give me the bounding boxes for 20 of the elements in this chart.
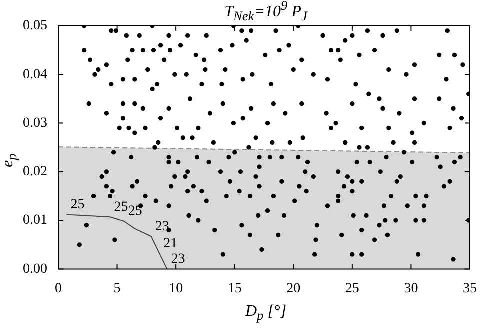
annotation: 21 <box>164 236 178 252</box>
y-tick-label: 0.03 <box>23 116 48 131</box>
x-tick-label: 30 <box>404 281 418 296</box>
x-tick-label: 10 <box>169 281 184 296</box>
y-tick-label: 0.04 <box>23 67 48 82</box>
y-tick-label: 0.01 <box>23 213 48 228</box>
y-tick-label: 0.00 <box>23 262 48 277</box>
x-tick-label: 15 <box>228 281 242 296</box>
x-tick-label: 0 <box>55 281 62 296</box>
y-tick-label: 0.05 <box>23 18 48 34</box>
annotation: 25 <box>70 197 85 212</box>
x-tick-label: 25 <box>345 281 360 296</box>
y-tick-label: 0.02 <box>23 164 48 180</box>
chart-title: T$_{Nek}$=10$^{9}$ P$_{J}$ <box>224 0 309 25</box>
x-axis-title: D$_{p}$ [°] <box>244 302 288 324</box>
annotation: 23 <box>171 252 186 267</box>
annotation: 25 <box>114 200 128 215</box>
x-tick-label: 35 <box>463 281 477 296</box>
x-tick-label: 5 <box>114 281 121 296</box>
x-tick-label: 20 <box>286 281 301 296</box>
